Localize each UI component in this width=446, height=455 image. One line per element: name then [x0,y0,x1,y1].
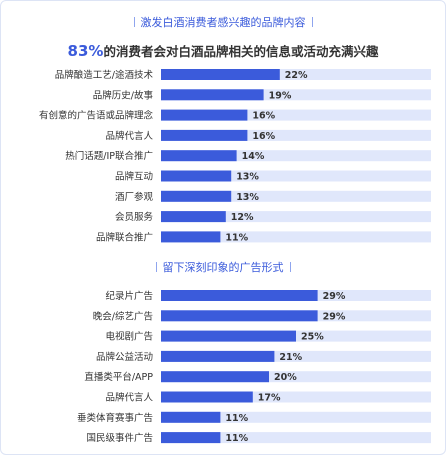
section-title-brand-content: 激发白酒消费者感兴趣的品牌内容 [1,14,445,30]
value-label: 16% [252,111,275,122]
title-divider-left [133,17,135,27]
bar [161,432,221,444]
bar-row: 国民级事件广告 11% [86,432,431,444]
category-label: 品牌代言人 [105,130,153,142]
category-label: 酒厂参观 [115,191,154,203]
bar-row: 品牌代言人 16% [105,129,431,142]
chart-subtitle: 83%的消费者会对白酒品牌相关的信息或活动充满兴趣 [1,41,445,60]
category-label: 晚会/综艺广告 [93,310,153,322]
category-label: 品牌公益活动 [96,351,153,363]
bar-row: 有创意的广告语或品牌理念 16% [39,109,431,122]
value-label: 29% [323,311,346,322]
subtitle-text: 的消费者会对白酒品牌相关的信息或活动充满兴趣 [103,44,379,59]
bar [161,310,318,322]
category-label: 品牌历史/故事 [93,89,154,101]
section-title-brand-content-text: 激发白酒消费者感兴趣的品牌内容 [140,16,306,29]
section-title-ad-format-text: 留下深刻印象的广告形式 [162,261,284,274]
bar-track [161,371,431,383]
value-label: 25% [301,332,324,343]
bar-track [161,109,431,121]
brand-content-bar-chart: 品牌酿造工艺/途酒技术 22%品牌历史/故事 19%有创意的广告语或品牌理念 16%品… [39,69,431,243]
value-label: 11% [225,232,248,243]
category-label: 品牌代言人 [105,392,153,404]
bar [161,170,232,182]
bar-row: 品牌联合推广 11% [96,231,431,243]
bar [161,109,248,121]
value-label: 14% [242,151,265,162]
bar-track [161,190,431,202]
bar [161,89,264,101]
bar-track [161,150,431,162]
bar-row: 晚会/综艺广告 29% [93,310,431,322]
bar-row: 品牌酿造工艺/途酒技术 22% [55,69,431,81]
value-label: 11% [225,433,248,444]
highlight-percentage: 83% [67,42,104,60]
bar-row: 品牌代言人 17% [105,391,431,404]
value-label: 17% [258,393,281,404]
bar-track [161,231,431,243]
category-label: 国民级事件广告 [86,432,153,444]
value-label: 29% [323,291,346,302]
bar [161,150,237,162]
category-label: 品牌酿造工艺/途酒技术 [55,69,154,81]
value-label: 21% [279,352,302,363]
bar-row: 电视剧广告 25% [105,330,431,343]
bar-track [161,411,431,423]
value-label: 13% [236,192,259,203]
category-label: 直播类平台/APP [84,371,153,383]
category-label: 电视剧广告 [105,331,153,343]
bar [161,69,280,80]
bar-track [161,69,431,80]
bar [161,350,275,362]
bar-track [161,211,431,223]
category-label: 纪录片广告 [105,290,153,302]
bar-track [161,391,431,403]
category-label: 热门话题/IP联合推广 [65,150,153,162]
bar-row: 直播类平台/APP 20% [84,371,431,383]
category-label: 品牌联合推广 [96,231,153,243]
category-label: 有创意的广告语或品牌理念 [39,110,154,122]
bar-track [161,432,431,444]
bar [161,211,226,223]
bar-row: 垂类体育赛事广告 11% [77,411,431,424]
category-label: 会员服务 [115,211,154,223]
bar [161,330,296,342]
bar-row: 品牌互动 13% [115,170,431,183]
title-divider-left [155,262,157,272]
value-label: 13% [236,172,259,183]
bar [161,290,318,301]
bar-row: 品牌历史/故事 19% [93,89,431,101]
ad-format-bar-chart: 纪录片广告 29% 晚会/综艺广告 29% 电视剧广告 25% 品牌公益活动 21% 直播类平台… [77,290,431,444]
bar-row: 纪录片广告 29% [105,290,431,302]
bar-row: 品牌公益活动 21% [96,350,431,363]
bar [161,129,248,141]
bar-track [161,170,431,182]
value-label: 19% [269,90,292,101]
bar-track [161,89,431,101]
value-label: 11% [225,413,248,424]
value-label: 22% [285,70,308,81]
bar-row: 热门话题/IP联合推广 14% [65,150,431,162]
bar [161,391,253,403]
bar-track [161,350,431,362]
bar [161,190,232,202]
bar [161,411,221,423]
title-divider-right [311,17,313,27]
bar [161,231,221,243]
bar-row: 会员服务 12% [115,211,431,223]
category-label: 垂类体育赛事广告 [77,412,153,424]
bar-row: 酒厂参观 13% [115,190,431,203]
value-label: 12% [231,212,254,223]
section-title-ad-format: 留下深刻印象的广告形式 [1,259,445,275]
value-label: 20% [274,372,297,383]
bar-track [161,129,431,141]
title-divider-right [289,262,291,272]
bar [161,371,269,383]
category-label: 品牌互动 [115,171,153,183]
value-label: 16% [252,131,275,142]
